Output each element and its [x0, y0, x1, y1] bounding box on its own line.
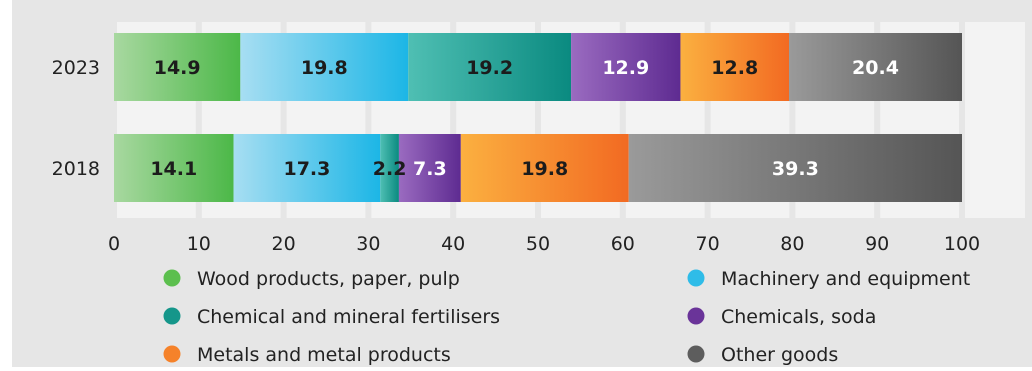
legend-swatch: [163, 345, 181, 363]
bar-segment: [114, 33, 241, 101]
x-tick-label: 10: [187, 233, 211, 255]
category-label: 2023: [52, 57, 100, 79]
x-tick-label: 80: [780, 233, 804, 255]
bar-segment: [114, 134, 234, 202]
category-label: 2018: [52, 158, 100, 180]
legend-label: Wood products, paper, pulp: [197, 268, 460, 290]
x-tick-labels-layer: 0 10 20 30 40 50 60 70 80 90 100: [108, 233, 980, 255]
data-label: 7.3: [413, 158, 447, 180]
data-label: 39.3: [772, 158, 819, 180]
data-label: 12.9: [602, 57, 649, 79]
legend-swatch: [163, 269, 181, 287]
data-label: 14.1: [150, 158, 197, 180]
legend-label: Chemicals, soda: [721, 306, 876, 328]
legend-label: Machinery and equipment: [721, 268, 970, 290]
bar-segment: [680, 33, 790, 101]
x-tick-label: 40: [441, 233, 465, 255]
legend-label: Metals and metal products: [197, 344, 451, 366]
legend-swatch: [163, 307, 181, 325]
legend-label: Other goods: [721, 344, 838, 366]
bar-segment: [628, 134, 962, 202]
legend-swatch: [687, 269, 705, 287]
bar-segment: [789, 33, 962, 101]
bar-segment: [571, 33, 681, 101]
x-tick-label: 30: [356, 233, 380, 255]
data-label: 12.8: [711, 57, 758, 79]
bar-segment: [398, 134, 461, 202]
x-tick-label: 60: [611, 233, 635, 255]
x-tick-label: 20: [272, 233, 296, 255]
bar-segment: [380, 134, 399, 202]
value-labels-layer: 14.9 19.8 19.2 12.9 12.8 20.4 14.1 17.3 2.2 7.3 19…: [150, 57, 899, 180]
x-tick-label: 0: [108, 233, 120, 255]
bar-segment: [233, 134, 381, 202]
grid-band: [965, 22, 1025, 218]
legend: Wood products, paper, pulp Machinery and …: [163, 268, 970, 366]
bars-layer: [114, 33, 962, 202]
bar-segment: [460, 134, 629, 202]
category-labels-layer: 2023 2018: [52, 57, 100, 180]
data-label: 19.8: [521, 158, 568, 180]
data-label: 20.4: [852, 57, 899, 79]
bar-segment: [408, 33, 572, 101]
data-label: 14.9: [154, 57, 201, 79]
x-tick-label: 70: [696, 233, 720, 255]
x-tick-label: 100: [944, 233, 980, 255]
bar-segment: [240, 33, 409, 101]
legend-label: Chemical and mineral fertilisers: [197, 306, 500, 328]
x-tick-label: 50: [526, 233, 550, 255]
data-label: 2.2: [373, 158, 407, 180]
data-label: 17.3: [283, 158, 330, 180]
legend-swatch: [687, 345, 705, 363]
data-label: 19.2: [466, 57, 513, 79]
legend-swatch: [687, 307, 705, 325]
data-label: 19.8: [301, 57, 348, 79]
x-tick-label: 90: [865, 233, 889, 255]
